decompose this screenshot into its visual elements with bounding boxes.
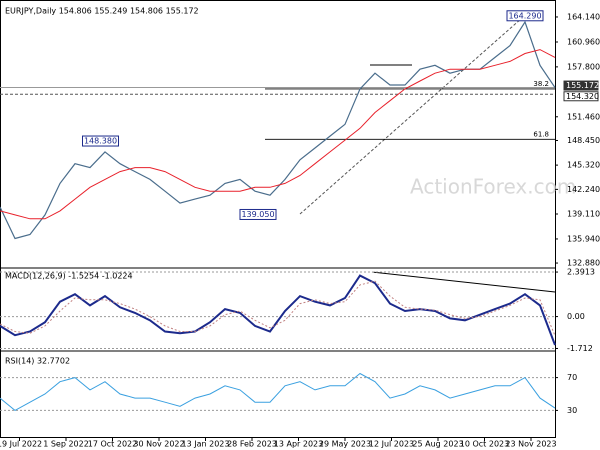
divergence-line xyxy=(371,271,556,293)
level-box xyxy=(563,91,599,102)
panel-title: MACD(12,26,9) -1.5254 -1.0224 xyxy=(5,272,133,281)
series-line xyxy=(0,20,556,240)
x-tick-label: 25 Aug 2023 xyxy=(412,440,463,449)
panel-title: RSI(14) 32.7702 xyxy=(5,357,70,366)
y-tick-label: 132.880 xyxy=(567,259,600,268)
annotation-box xyxy=(82,135,119,147)
annotation-label: 148.380 xyxy=(84,137,117,146)
series-line xyxy=(0,49,556,220)
series-line xyxy=(0,280,556,336)
watermark: ActionForex.com xyxy=(410,175,576,199)
level-box xyxy=(563,80,599,91)
panel-title: EURJPY,Daily 154.806 155.249 154.806 155… xyxy=(5,7,199,16)
annotation-label: 164.290 xyxy=(508,11,541,20)
y-tick-label: 70 xyxy=(567,373,577,382)
x-tick-label: 30 Nov 2022 xyxy=(133,440,184,449)
y-tick-label: 30 xyxy=(567,406,577,415)
x-tick-label: 19 Jul 2022 xyxy=(0,440,42,449)
level-label: 154.320 xyxy=(566,92,599,101)
frame xyxy=(0,0,556,438)
x-tick-label: 1 Sep 2022 xyxy=(43,440,89,449)
y-tick-label: 157.800 xyxy=(567,62,600,71)
x-tick-label: 23 Nov 2023 xyxy=(505,440,556,449)
x-tick-label: 12 Jul 2023 xyxy=(369,440,414,449)
x-tick-label: 17 Oct 2022 xyxy=(88,440,137,449)
y-tick-label: 2.3913 xyxy=(567,268,595,277)
x-tick-label: 13 Apr 2023 xyxy=(274,440,323,449)
annotation-label: 139.050 xyxy=(241,210,274,219)
y-tick-label: 135.940 xyxy=(567,234,600,243)
y-tick-label: 0.00 xyxy=(567,312,585,321)
y-tick-label: 142.240 xyxy=(567,185,600,194)
annotation-box xyxy=(506,10,544,22)
y-tick-label: 160.960 xyxy=(567,37,600,46)
annotation-box xyxy=(239,208,277,220)
y-tick-label: 148.450 xyxy=(567,136,600,145)
y-tick-label: 145.320 xyxy=(567,161,600,170)
y-tick-label: 139.110 xyxy=(567,209,600,218)
fib-label: 38.2 xyxy=(533,80,549,88)
x-tick-label: 10 Oct 2023 xyxy=(460,440,509,449)
y-tick-label: 164.140 xyxy=(567,12,600,21)
level-label: 155.172 xyxy=(566,81,599,90)
y-tick-label: -1.712 xyxy=(567,344,593,353)
fib-label: 61.8 xyxy=(533,130,549,138)
x-tick-label: 13 Jan 2023 xyxy=(182,440,230,449)
series-line xyxy=(0,372,556,412)
x-tick-label: 29 May 2023 xyxy=(319,440,371,449)
trend-line xyxy=(299,17,523,215)
y-tick-label: 151.460 xyxy=(567,112,600,121)
series-line xyxy=(0,274,556,346)
x-tick-label: 28 Feb 2023 xyxy=(227,440,277,449)
